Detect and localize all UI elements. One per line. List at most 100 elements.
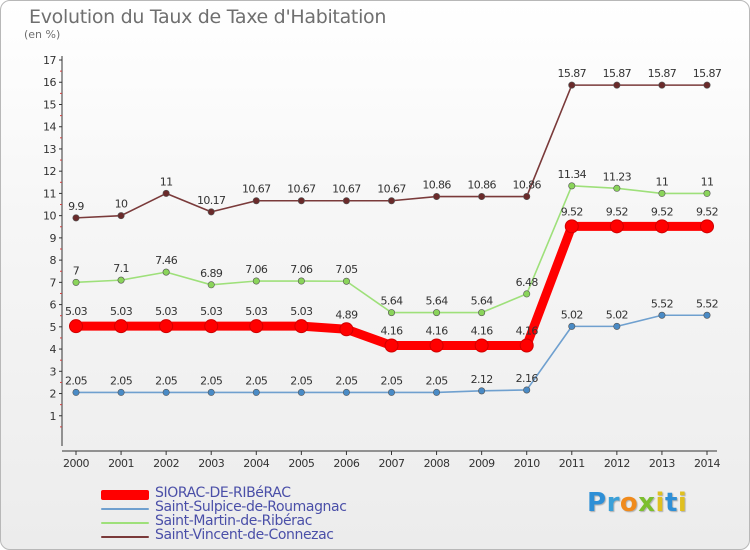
data-label: 10.67 xyxy=(332,183,361,196)
series-marker-0 xyxy=(339,322,354,337)
data-label: 2.12 xyxy=(471,373,493,386)
series-marker-2 xyxy=(658,189,666,197)
legend-swatch xyxy=(101,508,149,510)
x-tick-label: 2004 xyxy=(243,457,269,470)
data-label: 11.23 xyxy=(603,170,632,183)
x-tick-label: 2014 xyxy=(694,457,720,470)
legend-label: Saint-Sulpice-de-Roumagnac xyxy=(155,499,347,515)
chart-data-labels: 5.03 5.03 5.03 5.03 5.03 5.03 4.89 4.16 4.16 4.16… xyxy=(65,67,722,387)
series-marker-2 xyxy=(478,309,486,317)
data-label: 2.05 xyxy=(65,374,88,387)
data-label: 5.02 xyxy=(606,308,628,321)
series-marker-2 xyxy=(342,277,350,285)
data-label: 5.52 xyxy=(651,297,673,310)
series-marker-0 xyxy=(609,219,624,234)
y-tick-label: 9 xyxy=(50,232,57,245)
data-label: 11 xyxy=(701,175,714,188)
series-marker-3 xyxy=(568,81,576,89)
series-marker-3 xyxy=(72,214,80,222)
data-label: 6.48 xyxy=(516,276,539,289)
y-tick-label: 14 xyxy=(43,121,56,134)
data-label: 11 xyxy=(656,175,669,188)
series-marker-1 xyxy=(297,388,305,396)
chart-series-markers xyxy=(69,81,714,396)
data-label: 5.03 xyxy=(290,305,313,318)
data-label: 4.16 xyxy=(516,325,539,338)
series-marker-1 xyxy=(703,311,711,319)
series-marker-2 xyxy=(207,281,215,289)
series-marker-1 xyxy=(207,388,215,396)
series-marker-0 xyxy=(429,338,444,353)
series-marker-1 xyxy=(252,388,260,396)
data-label: 7.46 xyxy=(155,254,178,267)
logo-letter: r xyxy=(606,488,620,518)
data-label: 15.87 xyxy=(693,67,722,80)
legend-swatch xyxy=(101,490,149,500)
logo-letter: P xyxy=(587,488,607,518)
series-marker-0 xyxy=(249,319,264,334)
series-marker-3 xyxy=(523,193,531,201)
data-label: 10.67 xyxy=(242,183,271,196)
y-tick-label: 16 xyxy=(43,76,56,89)
data-label: 6.89 xyxy=(200,267,223,280)
y-tick-label: 6 xyxy=(50,299,57,312)
x-tick-label: 2009 xyxy=(469,457,495,470)
data-label: 10.67 xyxy=(287,183,316,196)
data-label: 15.87 xyxy=(648,67,677,80)
legend-swatch xyxy=(101,522,149,524)
data-label: 9.52 xyxy=(606,205,628,218)
y-tick-label: 3 xyxy=(50,365,57,378)
data-label: 5.64 xyxy=(426,295,449,308)
series-marker-3 xyxy=(117,212,125,220)
logo-letter: i xyxy=(677,488,688,518)
data-label: 9.52 xyxy=(561,205,583,218)
data-label: 2.05 xyxy=(290,374,313,387)
data-label: 7.05 xyxy=(335,263,358,276)
data-label: 5.03 xyxy=(110,305,133,318)
data-label: 2.05 xyxy=(110,374,133,387)
x-tick-label: 2006 xyxy=(333,457,359,470)
series-marker-1 xyxy=(387,388,395,396)
series-marker-3 xyxy=(387,197,395,205)
data-label: 11 xyxy=(160,175,173,188)
proxiti-logo: Proxiti xyxy=(587,488,687,518)
data-label: 9.9 xyxy=(68,200,84,213)
y-tick-label: 4 xyxy=(50,343,57,356)
data-label: 5.52 xyxy=(696,297,718,310)
series-marker-2 xyxy=(297,277,305,285)
series-marker-3 xyxy=(478,193,486,201)
y-tick-label: 5 xyxy=(50,321,57,334)
data-label: 7.06 xyxy=(245,263,268,276)
series-marker-0 xyxy=(474,338,489,353)
series-marker-2 xyxy=(433,309,441,317)
series-marker-3 xyxy=(613,81,621,89)
logo-letter: t xyxy=(664,488,678,518)
series-marker-1 xyxy=(613,322,621,330)
x-tick-label: 2005 xyxy=(288,457,314,470)
x-tick-label: 2013 xyxy=(649,457,675,470)
x-tick-label: 2007 xyxy=(379,457,405,470)
y-tick-label: 1 xyxy=(50,410,57,423)
y-tick-label: 2 xyxy=(50,388,57,401)
x-tick-label: 2000 xyxy=(63,457,89,470)
data-label: 5.03 xyxy=(245,305,268,318)
legend-label: Saint-Martin-de-Ribérac xyxy=(155,513,312,529)
series-marker-2 xyxy=(703,189,711,197)
data-label: 10.86 xyxy=(422,179,451,192)
y-tick-label: 11 xyxy=(43,187,56,200)
logo-letter: i xyxy=(655,488,665,518)
x-tick-label: 2002 xyxy=(153,457,179,470)
series-marker-3 xyxy=(703,81,711,89)
series-marker-0 xyxy=(384,338,399,353)
legend-label: Saint-Vincent-de-Connezac xyxy=(155,527,334,543)
series-marker-2 xyxy=(72,278,80,286)
data-label: 5.03 xyxy=(65,305,88,318)
series-marker-1 xyxy=(658,311,666,319)
data-label: 5.64 xyxy=(380,295,403,308)
data-label: 10.67 xyxy=(377,183,406,196)
x-tick-label: 2011 xyxy=(559,457,585,470)
x-tick-label: 2001 xyxy=(108,457,134,470)
x-tick-label: 2010 xyxy=(514,457,540,470)
